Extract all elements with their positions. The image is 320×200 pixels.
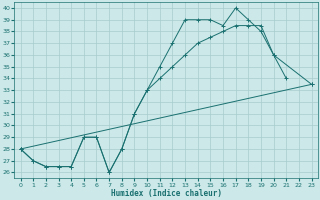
X-axis label: Humidex (Indice chaleur): Humidex (Indice chaleur) bbox=[111, 189, 221, 198]
